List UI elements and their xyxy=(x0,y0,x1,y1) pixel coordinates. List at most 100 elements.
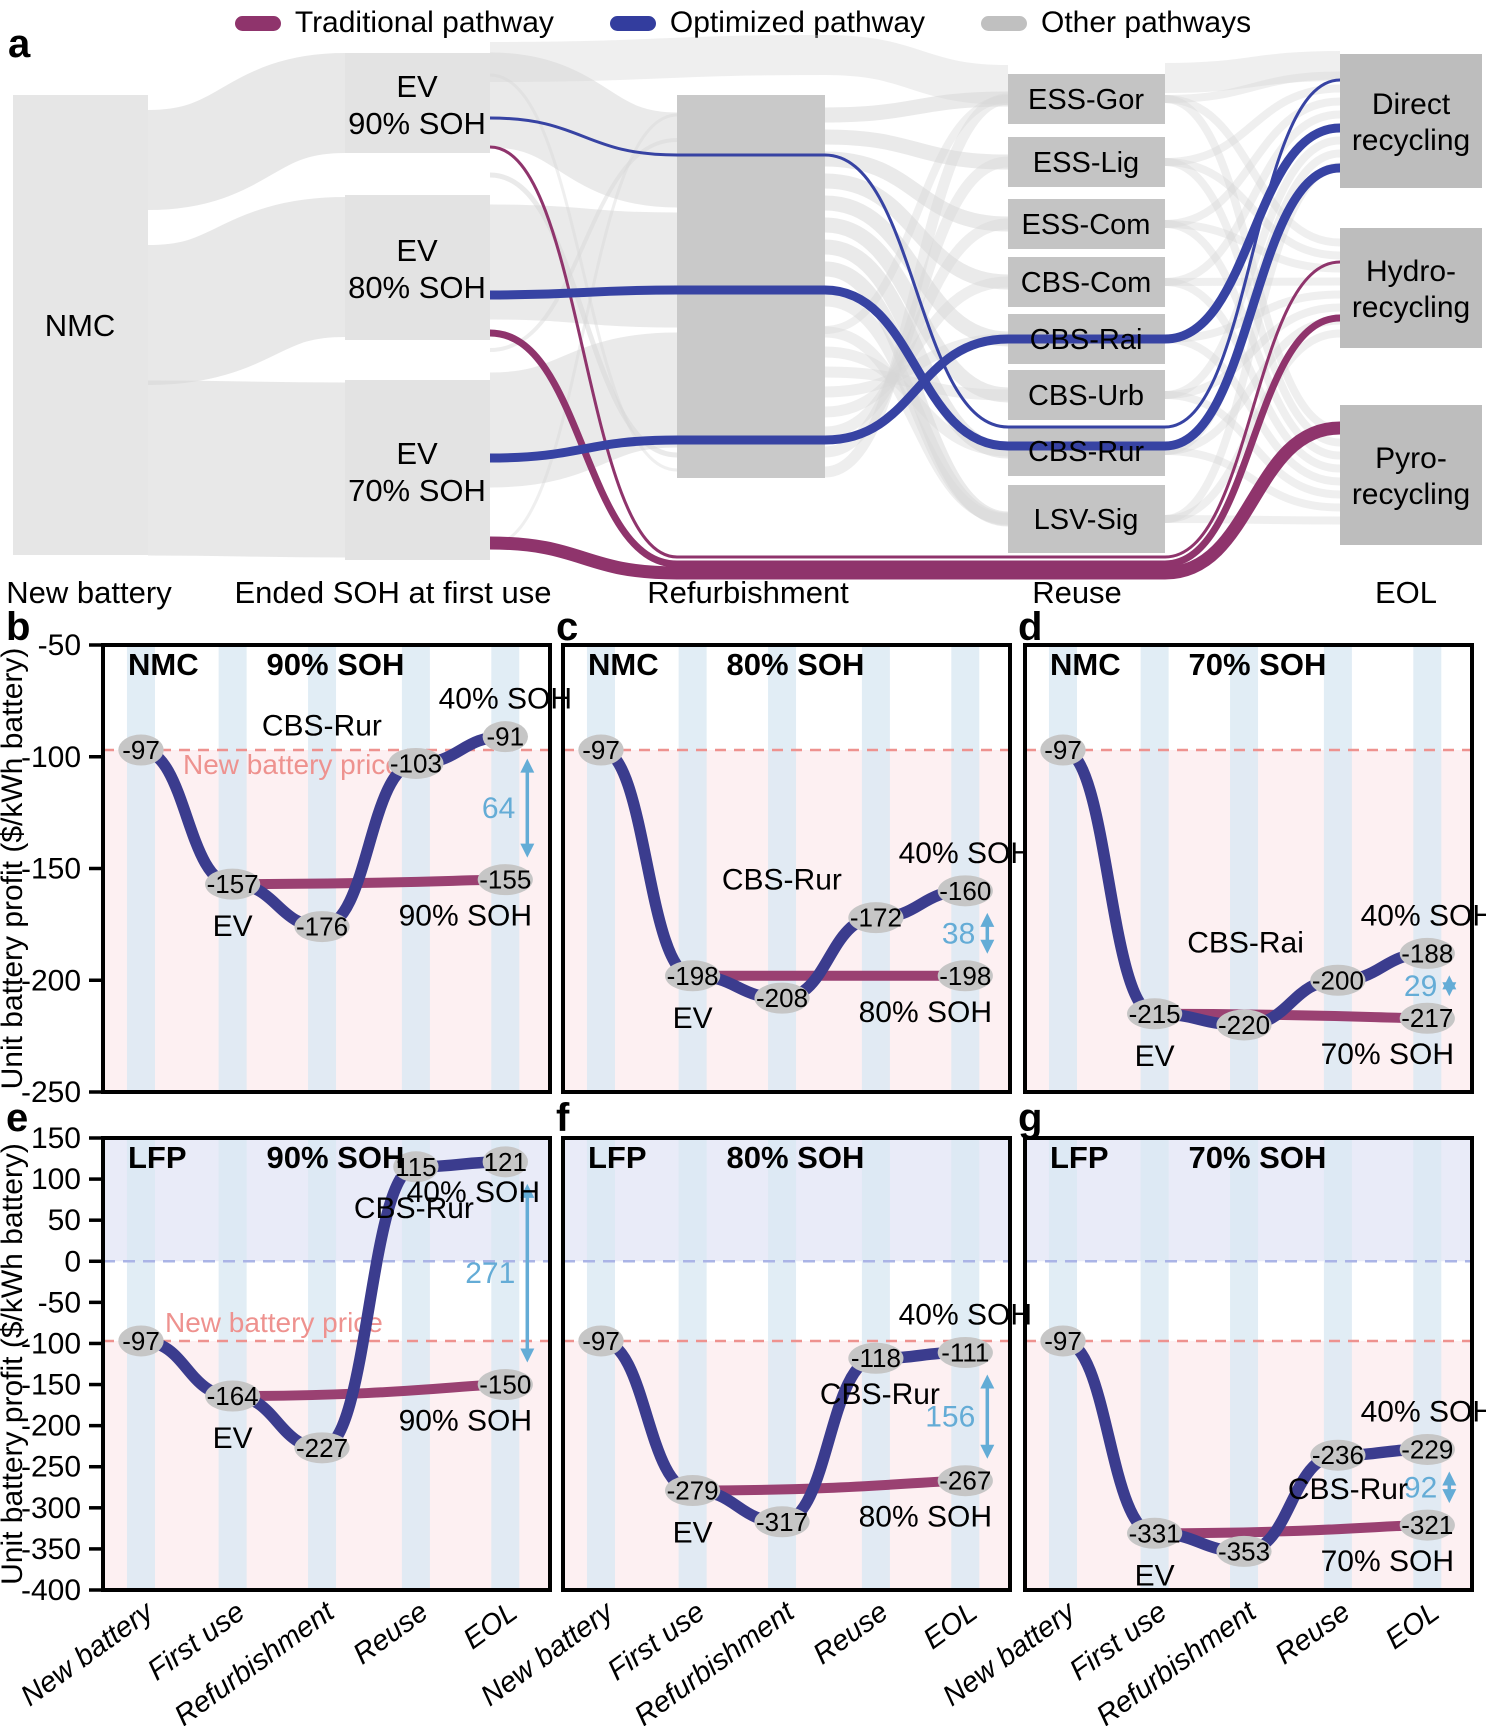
legend-label: Traditional pathway xyxy=(294,6,554,39)
flow-ribbon xyxy=(824,151,1009,232)
value-badge-label: -200 xyxy=(1312,965,1364,995)
value-badge xyxy=(294,1432,350,1464)
gap-value: 156 xyxy=(925,1401,975,1434)
soh-title: 70% SOH xyxy=(1189,1140,1327,1175)
first-use-label: EV xyxy=(673,1517,713,1550)
x-stage-label: Reuse xyxy=(347,1596,434,1671)
stage-stripe xyxy=(678,645,707,1092)
value-badge xyxy=(388,747,444,779)
panel-letter-e: e xyxy=(6,1096,28,1140)
value-badge-label: -236 xyxy=(1312,1440,1364,1470)
sankey-node-ev-80soh xyxy=(345,195,490,340)
eol-optimized-label: 40% SOH xyxy=(407,1176,540,1209)
value-badge xyxy=(848,1342,904,1374)
stage-stripe xyxy=(861,645,890,1092)
flow-ribbon xyxy=(489,113,678,547)
value-badge-label: -227 xyxy=(296,1433,348,1463)
y-axis-title: Unit battery profit ($/kWh battery) xyxy=(0,1143,29,1585)
eol-traditional-label: 90% SOH xyxy=(399,1405,532,1438)
reuse-label: CBS-Rur xyxy=(262,709,382,742)
gap-arrow-head-down xyxy=(1442,982,1457,997)
flow-ribbon xyxy=(1164,158,1341,260)
chemistry-title: LFP xyxy=(128,1140,187,1175)
flow-ribbon xyxy=(1164,51,1341,93)
value-badge xyxy=(937,960,993,992)
value-badge-label: -97 xyxy=(1044,1326,1082,1356)
eol-node-label: Direct recycling xyxy=(1352,88,1470,157)
stage-stripe xyxy=(678,1138,707,1590)
value-badge xyxy=(294,911,350,943)
flow-ribbon xyxy=(1164,220,1341,460)
stage-stripe xyxy=(1048,645,1077,1092)
flow-ribbon xyxy=(824,217,1009,403)
value-badge-label: -118 xyxy=(851,1343,901,1373)
stage-stripe xyxy=(1048,1138,1077,1590)
sankey-stage-label: Refurbishment xyxy=(647,575,849,610)
stage-stripe xyxy=(126,645,155,1092)
sankey-stage-label: New battery xyxy=(6,575,172,610)
stage-stripe xyxy=(218,645,247,1092)
eol-traditional-label: 70% SOH xyxy=(1321,1038,1454,1071)
stage-stripe xyxy=(308,645,337,1092)
value-badge xyxy=(118,734,164,766)
value-badge xyxy=(1399,1433,1455,1465)
value-badge xyxy=(393,1151,439,1183)
flow-ribbon xyxy=(1164,515,1341,525)
value-badge xyxy=(477,1369,533,1401)
value-badge xyxy=(1127,1517,1183,1549)
value-badge-label: -279 xyxy=(667,1476,719,1506)
stage-stripe xyxy=(308,1138,337,1590)
panel-e: New battery price 271 -97 -164 -227 115 121 -15… xyxy=(15,1122,552,1726)
value-badge-label: 121 xyxy=(484,1147,527,1177)
sankey-node-ev-70soh xyxy=(345,380,490,560)
sankey-labels: NMC EV 90% SOH EV 80% SOH EV 70% SOH ESS-Gor ESS… xyxy=(6,69,1470,610)
value-badge-label: -160 xyxy=(939,876,991,906)
sankey-stage-label: Reuse xyxy=(1032,575,1122,610)
reuse-node-label: LSV-Sig xyxy=(1034,504,1139,536)
value-badge xyxy=(665,1475,721,1507)
y-axis-title: Unit battery profit ($/kWh battery) xyxy=(0,648,29,1090)
y-tick-label: -200 xyxy=(21,1410,81,1443)
y-tick-label: -350 xyxy=(21,1533,81,1566)
value-badge xyxy=(1310,1439,1366,1471)
y-tick-label: 100 xyxy=(31,1163,81,1196)
value-badge-label: -97 xyxy=(582,1326,620,1356)
gap-arrow-head-down xyxy=(1442,1489,1457,1504)
value-badge xyxy=(1040,1325,1086,1357)
panel-b: New battery price 64 -97 -157 -176 -103 -91 -15… xyxy=(21,629,572,1109)
optimized-flow-70soh xyxy=(489,123,1341,463)
value-badge xyxy=(578,1325,624,1357)
flow-ribbon xyxy=(489,204,678,328)
x-stage-label: New battery xyxy=(15,1595,160,1713)
sankey-node-ess-lig xyxy=(1008,137,1165,187)
x-stage-label: EOL xyxy=(1380,1596,1446,1656)
panel-letter-c: c xyxy=(556,610,578,649)
y-tick-label: -100 xyxy=(21,1327,81,1360)
value-badge-label: -229 xyxy=(1401,1434,1453,1464)
flow-ribbon xyxy=(1164,97,1341,228)
stage-stripe xyxy=(586,645,615,1092)
chemistry-title: NMC xyxy=(128,647,199,682)
x-stage-label: Reuse xyxy=(807,1596,894,1671)
soh-title: 70% SOH xyxy=(1189,647,1327,682)
eol-traditional-label: 80% SOH xyxy=(859,996,992,1029)
stage-stripe xyxy=(951,645,980,1092)
price-line-label: New battery price xyxy=(165,1307,383,1338)
legend-item-other: Other pathways xyxy=(981,6,1251,40)
flow-ribbon xyxy=(488,52,679,208)
value-badge-label: -97 xyxy=(122,1326,160,1356)
value-badge xyxy=(1399,1509,1455,1541)
flow-ribbon xyxy=(1164,136,1341,399)
first-use-label: EV xyxy=(1135,1559,1175,1592)
flow-ribbon xyxy=(1164,447,1341,512)
panel-frame xyxy=(561,643,1012,1094)
reuse-label: CBS-Rai xyxy=(1187,926,1304,959)
flow-ribbon xyxy=(1164,277,1341,286)
panel-frame xyxy=(561,1136,1012,1592)
value-badge-label: -155 xyxy=(479,865,531,895)
value-badge-label: -176 xyxy=(296,912,348,942)
value-badge-label: -220 xyxy=(1218,1010,1270,1040)
flow-ribbon xyxy=(1164,71,1341,103)
gap-value: 38 xyxy=(942,917,975,950)
